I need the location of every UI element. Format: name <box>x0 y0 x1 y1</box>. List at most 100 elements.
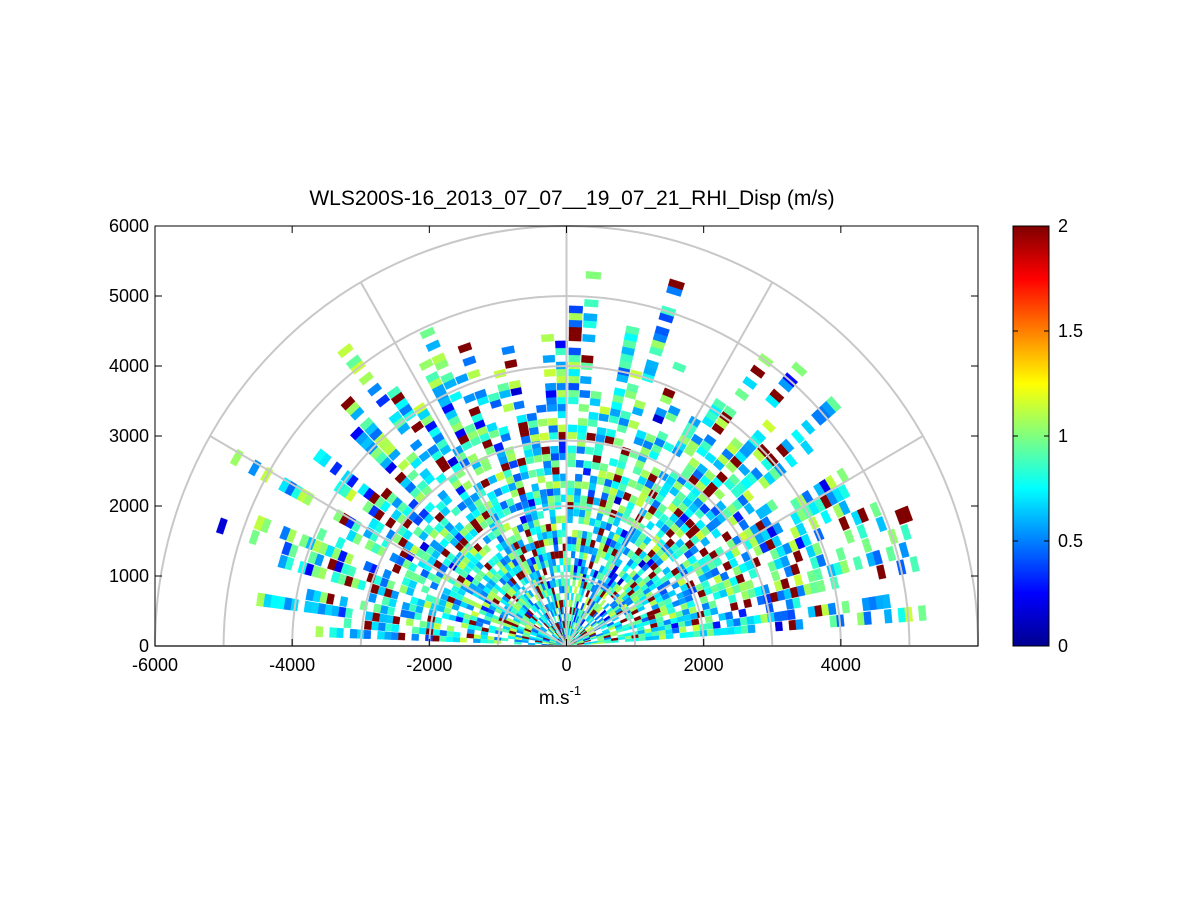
data-cell <box>605 428 617 438</box>
data-cell <box>761 419 776 434</box>
data-cell <box>409 596 419 606</box>
data-cell <box>700 536 711 547</box>
data-cell <box>512 617 521 624</box>
data-cell <box>835 546 847 562</box>
data-cell <box>665 633 674 640</box>
data-cell <box>439 629 447 637</box>
data-cell <box>900 505 914 523</box>
data-cell <box>712 397 727 411</box>
data-cell <box>514 641 522 645</box>
data-cell <box>588 517 596 527</box>
data-cell <box>482 535 492 545</box>
y-tick-label: 2000 <box>109 496 149 516</box>
data-cell <box>567 494 574 503</box>
data-cell <box>544 382 557 391</box>
data-cell <box>473 573 483 583</box>
data-cell <box>390 632 399 641</box>
data-cell <box>619 410 632 420</box>
data-cell <box>437 489 449 501</box>
data-cell <box>370 621 379 631</box>
data-cell <box>752 429 767 444</box>
data-cell <box>634 576 644 585</box>
data-cell <box>377 630 385 640</box>
data-cell <box>729 601 739 612</box>
data-cell <box>703 434 717 447</box>
data-cell <box>589 568 596 577</box>
data-cell <box>744 579 755 590</box>
data-cell <box>571 536 577 545</box>
data-cell <box>701 580 711 590</box>
data-cell <box>429 581 439 591</box>
data-cell <box>542 614 549 622</box>
data-cell <box>568 326 583 335</box>
data-cell <box>571 543 577 552</box>
data-cell <box>495 543 504 553</box>
data-cell <box>657 503 668 514</box>
data-cell <box>640 469 651 480</box>
x-axis-label-superscript: -1 <box>570 683 582 698</box>
data-cell <box>501 595 510 603</box>
data-cell <box>474 388 488 400</box>
data-cell <box>438 635 447 642</box>
data-cell <box>335 627 344 639</box>
y-axis: 0 1000 2000 3000 4000 5000 6000 <box>109 216 978 656</box>
data-cell <box>576 608 581 617</box>
data-cell <box>656 430 669 442</box>
data-cell <box>567 445 577 454</box>
data-cell <box>573 508 580 517</box>
data-cell <box>644 433 657 444</box>
data-cell <box>459 637 467 643</box>
data-cell <box>703 469 716 482</box>
data-cell <box>450 506 462 517</box>
data-cell <box>613 387 626 397</box>
data-cell <box>466 628 475 635</box>
data-cell <box>542 453 551 462</box>
data-cell <box>793 573 804 587</box>
data-cell <box>340 395 356 411</box>
data-cell <box>532 447 542 456</box>
data-cell <box>401 576 411 587</box>
data-cell <box>425 370 440 384</box>
data-cell <box>582 320 597 329</box>
data-cell <box>434 511 445 523</box>
data-cell <box>852 555 864 571</box>
data-cell <box>528 469 537 479</box>
data-cell <box>502 625 511 631</box>
data-cell <box>401 601 411 611</box>
data-cell <box>418 450 431 463</box>
data-cell <box>788 619 797 631</box>
data-cell <box>909 555 920 573</box>
data-cell <box>839 559 850 574</box>
chart-title: WLS200S-16_2013_07_07__19_07_21_RHI_Disp… <box>309 187 834 210</box>
data-cell <box>537 418 548 427</box>
data-cell <box>617 504 627 515</box>
data-cell <box>578 509 586 518</box>
data-cell <box>543 467 553 476</box>
data-cell <box>432 629 441 636</box>
data-cell <box>588 482 597 491</box>
data-cell <box>614 585 623 594</box>
data-cell <box>435 500 447 512</box>
data-cell <box>464 522 474 533</box>
data-cell <box>552 480 561 489</box>
data-cell <box>592 547 599 556</box>
data-cell <box>486 490 497 501</box>
data-cell <box>526 558 533 567</box>
data-cell <box>592 497 601 506</box>
data-cell <box>485 570 494 580</box>
data-cell <box>599 520 608 530</box>
data-cell <box>829 615 838 628</box>
data-cell <box>590 390 602 400</box>
data-cell <box>638 550 648 560</box>
data-cell <box>856 612 866 626</box>
data-cell <box>750 467 764 481</box>
data-cell <box>567 480 575 489</box>
data-cell <box>709 607 719 616</box>
data-cell <box>546 488 554 497</box>
data-cell <box>456 611 465 618</box>
data-cell <box>570 592 575 601</box>
data-cell <box>368 592 378 604</box>
data-cell <box>780 578 790 590</box>
data-cell <box>585 271 602 280</box>
